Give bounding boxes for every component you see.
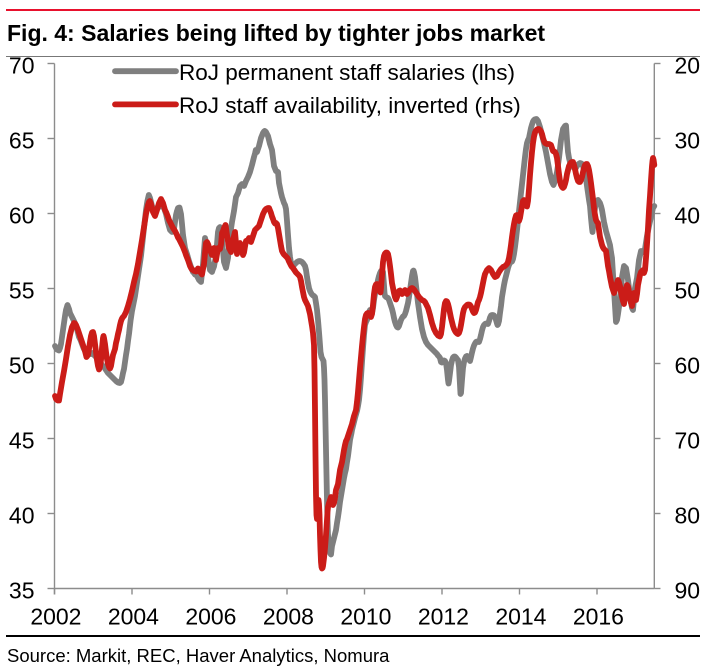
svg-text:2006: 2006	[185, 603, 236, 629]
svg-text:20: 20	[675, 53, 701, 79]
svg-text:50: 50	[9, 353, 35, 379]
svg-text:35: 35	[9, 578, 35, 604]
svg-text:55: 55	[9, 278, 35, 304]
svg-text:60: 60	[675, 353, 701, 379]
svg-text:2008: 2008	[263, 603, 314, 629]
svg-text:RoJ staff availability, invert: RoJ staff availability, inverted (rhs)	[179, 93, 521, 118]
svg-text:90: 90	[675, 578, 701, 604]
svg-text:30: 30	[675, 128, 701, 154]
svg-text:2004: 2004	[108, 603, 159, 629]
svg-text:70: 70	[675, 428, 701, 454]
svg-text:2002: 2002	[30, 603, 81, 629]
svg-text:40: 40	[675, 203, 701, 229]
svg-text:2012: 2012	[418, 603, 469, 629]
svg-text:2010: 2010	[340, 603, 391, 629]
svg-text:45: 45	[9, 428, 35, 454]
svg-text:70: 70	[9, 53, 35, 79]
svg-text:2014: 2014	[495, 603, 546, 629]
svg-text:40: 40	[9, 503, 35, 529]
svg-text:60: 60	[9, 203, 35, 229]
svg-text:RoJ permanent staff salaries (: RoJ permanent staff salaries (lhs)	[179, 60, 515, 85]
svg-text:80: 80	[675, 503, 701, 529]
svg-text:2016: 2016	[573, 603, 624, 629]
svg-text:65: 65	[9, 128, 35, 154]
svg-text:50: 50	[675, 278, 701, 304]
